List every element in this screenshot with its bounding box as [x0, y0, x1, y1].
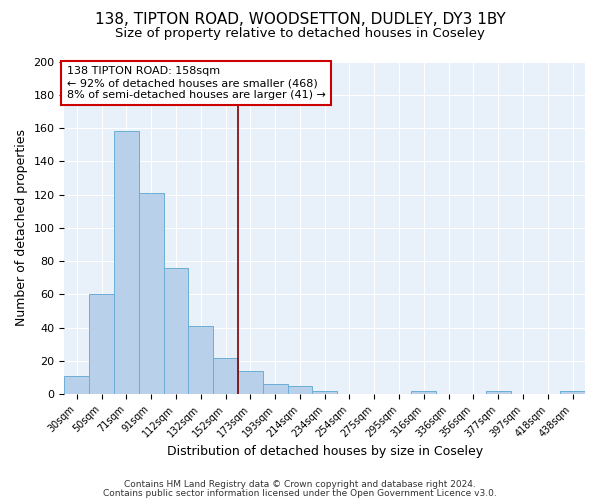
Bar — [89, 294, 114, 394]
Bar — [263, 384, 287, 394]
Bar — [64, 376, 89, 394]
Text: Contains public sector information licensed under the Open Government Licence v3: Contains public sector information licen… — [103, 489, 497, 498]
Y-axis label: Number of detached properties: Number of detached properties — [15, 130, 28, 326]
Bar — [213, 358, 238, 394]
Bar — [486, 391, 511, 394]
Bar — [412, 391, 436, 394]
Bar — [560, 391, 585, 394]
Bar — [114, 132, 139, 394]
Bar — [188, 326, 213, 394]
Bar — [139, 193, 164, 394]
Text: Contains HM Land Registry data © Crown copyright and database right 2024.: Contains HM Land Registry data © Crown c… — [124, 480, 476, 489]
Text: Size of property relative to detached houses in Coseley: Size of property relative to detached ho… — [115, 28, 485, 40]
Text: 138 TIPTON ROAD: 158sqm
← 92% of detached houses are smaller (468)
8% of semi-de: 138 TIPTON ROAD: 158sqm ← 92% of detache… — [67, 66, 326, 100]
Text: 138, TIPTON ROAD, WOODSETTON, DUDLEY, DY3 1BY: 138, TIPTON ROAD, WOODSETTON, DUDLEY, DY… — [95, 12, 505, 28]
Bar — [287, 386, 313, 394]
Bar — [164, 268, 188, 394]
X-axis label: Distribution of detached houses by size in Coseley: Distribution of detached houses by size … — [167, 444, 483, 458]
Bar — [238, 371, 263, 394]
Bar — [313, 391, 337, 394]
